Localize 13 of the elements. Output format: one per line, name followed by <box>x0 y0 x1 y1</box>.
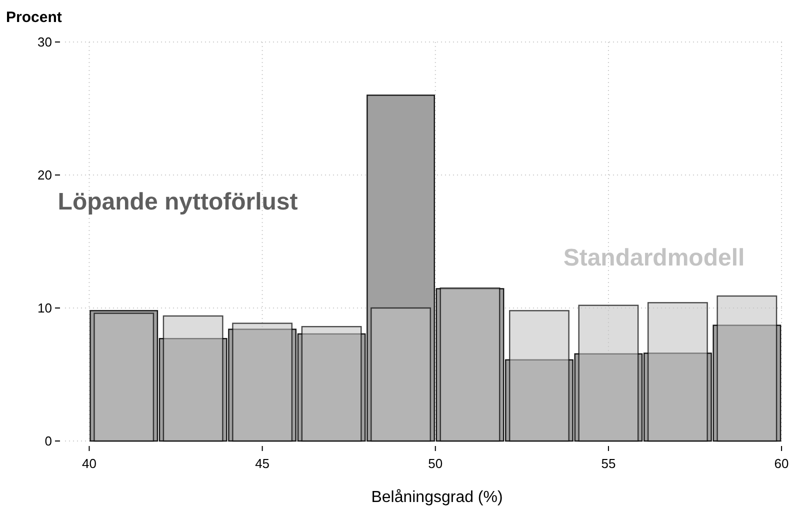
y-tick-label: 30 <box>38 34 52 50</box>
y-tick-label: 10 <box>38 300 52 316</box>
legend-label: Löpande nyttoförlust <box>58 188 298 216</box>
series-label: Standardmodell <box>563 244 745 272</box>
y-axis-title: Procent <box>6 9 62 26</box>
x-tick-label: 50 <box>428 456 443 471</box>
x-tick-label: 40 <box>82 456 96 471</box>
y-tick-label: 0 <box>44 434 52 449</box>
x-tick-label: 45 <box>255 456 270 471</box>
x-axis-title: Belåningsgrad (%) <box>371 489 503 506</box>
x-tick-label: 60 <box>774 456 789 471</box>
y-tick-label: 20 <box>38 168 52 183</box>
x-tick-label: 55 <box>601 456 616 471</box>
